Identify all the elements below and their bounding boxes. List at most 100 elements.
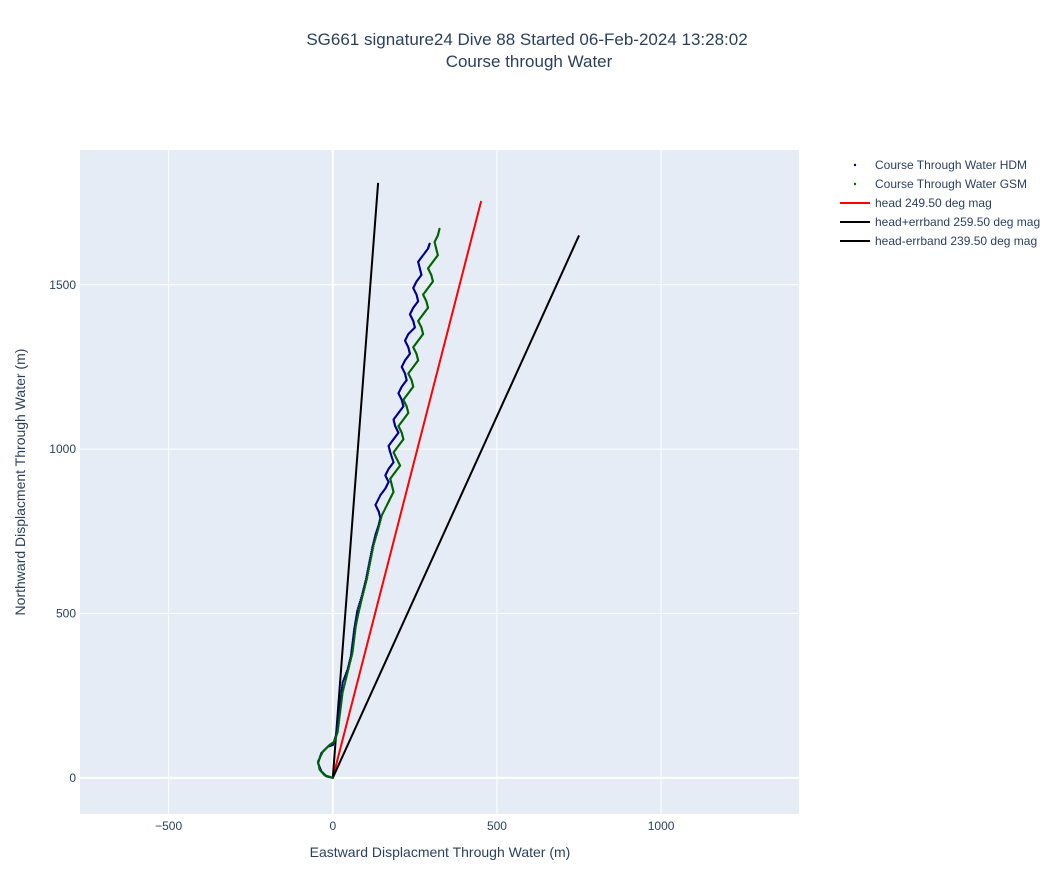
series-point — [339, 707, 342, 710]
series-point — [337, 720, 341, 724]
series-point — [340, 697, 343, 701]
series-point — [366, 572, 370, 575]
series-point — [341, 694, 344, 697]
series-point — [365, 579, 368, 582]
series-point — [352, 645, 355, 648]
series-point — [353, 632, 357, 635]
y-axis-title: Northward Displacment Through Water (m) — [12, 349, 28, 616]
series-point — [337, 724, 340, 727]
series-point — [341, 691, 344, 694]
series-point — [338, 714, 341, 717]
series-point — [372, 545, 375, 548]
series-point — [373, 539, 377, 542]
series-point — [343, 683, 346, 686]
series-point — [360, 600, 363, 604]
series-point — [343, 684, 346, 687]
series-point — [370, 555, 373, 558]
series-point — [341, 683, 344, 686]
series-point — [374, 535, 378, 539]
series-point — [340, 701, 343, 704]
series-point — [355, 618, 359, 622]
series-point — [362, 589, 366, 592]
series-point — [371, 551, 374, 554]
plot-series — [316, 182, 580, 779]
legend-label: Course Through Water GSM — [875, 177, 1027, 191]
series-point — [360, 597, 364, 600]
series-point — [378, 523, 381, 526]
legend-item[interactable]: head-errband 239.50 deg mag — [840, 234, 1037, 248]
series-point — [352, 646, 355, 650]
series-point — [344, 678, 348, 681]
series-point — [356, 617, 359, 620]
series-point — [379, 517, 383, 520]
series-point — [348, 663, 351, 666]
series-point — [377, 526, 380, 529]
legend-label: head+errband 259.50 deg mag — [875, 215, 1040, 229]
series-point — [341, 692, 344, 696]
series-3 — [331, 182, 380, 778]
series-point — [361, 594, 364, 597]
series-point — [340, 702, 343, 705]
series-point — [377, 524, 381, 528]
series-point — [354, 627, 357, 630]
series-point — [367, 568, 371, 571]
chart-title-line1: SG661 signature24 Dive 88 Started 06-Feb… — [306, 30, 747, 49]
series-point — [374, 537, 377, 541]
series-line — [331, 235, 580, 779]
series-point — [362, 591, 365, 594]
series-point — [355, 623, 358, 627]
legend-label: head-errband 239.50 deg mag — [875, 234, 1037, 248]
series-point — [338, 712, 342, 715]
series-point — [351, 648, 355, 651]
series-point — [364, 584, 367, 587]
series-point — [377, 528, 380, 531]
series-point — [368, 563, 371, 567]
x-tick-label: 500 — [487, 819, 507, 833]
series-point — [362, 592, 365, 595]
series-point — [354, 625, 357, 628]
series-point — [336, 730, 339, 733]
series-point — [339, 704, 343, 707]
series-point — [370, 553, 373, 556]
series-point — [338, 717, 341, 720]
legend[interactable]: Course Through Water HDM Course Through W… — [840, 158, 1040, 248]
series-point — [379, 519, 382, 522]
series-point — [373, 541, 376, 544]
series-point — [348, 664, 351, 668]
plot-area — [80, 150, 799, 814]
series-point — [337, 727, 340, 730]
series-point — [347, 666, 350, 669]
series-line — [331, 182, 380, 778]
legend-label: head 249.50 deg mag — [875, 196, 992, 210]
legend-item[interactable]: Course Through Water HDM — [853, 158, 1027, 172]
series-point — [345, 676, 348, 679]
series-point — [361, 595, 364, 599]
series-point — [369, 559, 372, 562]
series-point — [355, 622, 358, 625]
series-point — [352, 643, 355, 646]
series-point — [380, 515, 383, 518]
series-point — [351, 650, 354, 653]
x-tick-label: 0 — [329, 819, 336, 833]
series-point — [352, 640, 356, 643]
series-point — [363, 586, 366, 589]
legend-item[interactable]: Course Through Water GSM — [853, 177, 1027, 191]
series-point — [375, 532, 379, 535]
series-point — [346, 669, 350, 673]
series-point — [353, 633, 356, 636]
legend-item[interactable]: head 249.50 deg mag — [840, 196, 992, 210]
series-point — [354, 630, 357, 633]
series-point — [340, 687, 343, 691]
series-point — [340, 686, 344, 689]
series-point — [338, 715, 341, 719]
series-point — [342, 686, 345, 689]
series-point — [347, 668, 350, 671]
series-point — [350, 653, 354, 656]
series-point — [360, 599, 363, 602]
legend-item[interactable]: head+errband 259.50 deg mag — [840, 215, 1040, 229]
series-point — [337, 725, 340, 728]
series-point — [344, 681, 347, 684]
series-point — [351, 651, 354, 655]
series-point — [340, 699, 343, 702]
